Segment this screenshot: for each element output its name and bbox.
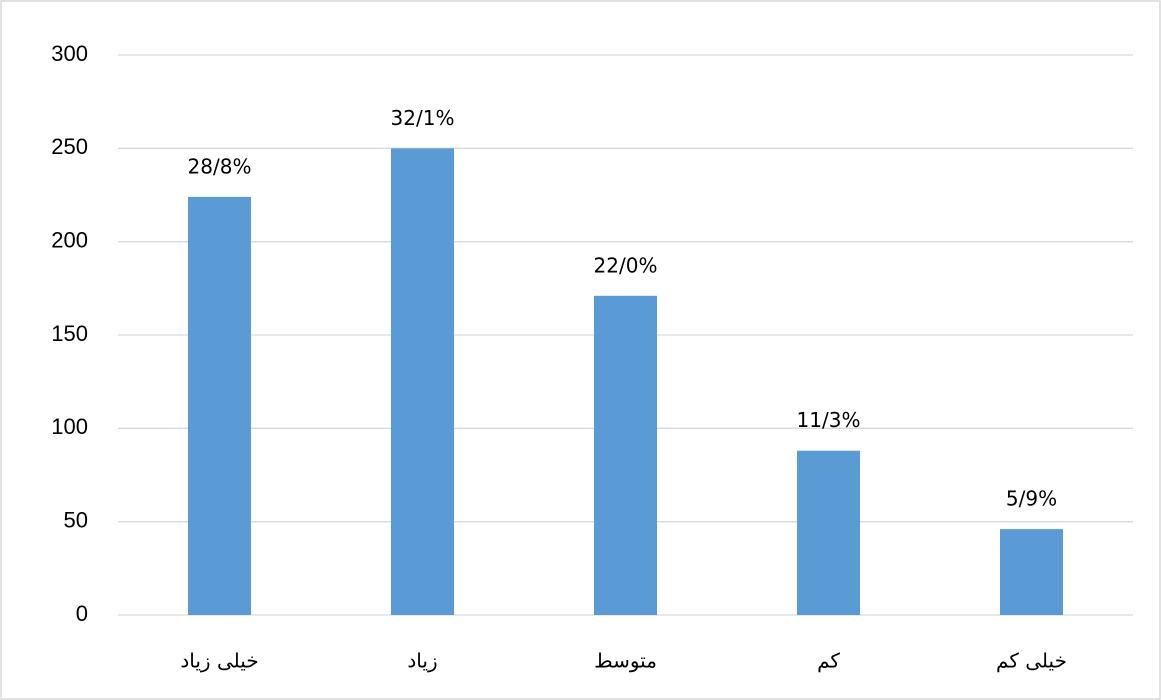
y-tick-label: 300 (51, 41, 88, 66)
data-label: 32/1% (391, 106, 455, 130)
x-tick-label: متوسط (594, 649, 657, 673)
x-tick-label: خیلی زیاد (180, 649, 258, 673)
y-tick-label: 100 (51, 414, 88, 439)
bar (391, 148, 454, 616)
data-label: 11/3% (797, 408, 861, 432)
y-tick-label: 50 (64, 507, 88, 532)
bar (188, 196, 251, 615)
data-label: 28/8% (188, 154, 252, 178)
y-tick-label: 250 (51, 134, 88, 159)
bar (1000, 529, 1063, 615)
y-tick-label: 0 (76, 601, 88, 626)
y-tick-label: 150 (51, 321, 88, 346)
x-tick-label: خیلی کم (996, 649, 1067, 673)
data-label: 22/0% (594, 253, 658, 277)
bar (594, 295, 657, 615)
bar (797, 450, 860, 615)
y-tick-label: 200 (51, 227, 88, 252)
x-tick-label: زیاد (407, 649, 437, 673)
x-tick-label: کم (817, 649, 840, 673)
data-label: 5/9% (1006, 487, 1057, 511)
